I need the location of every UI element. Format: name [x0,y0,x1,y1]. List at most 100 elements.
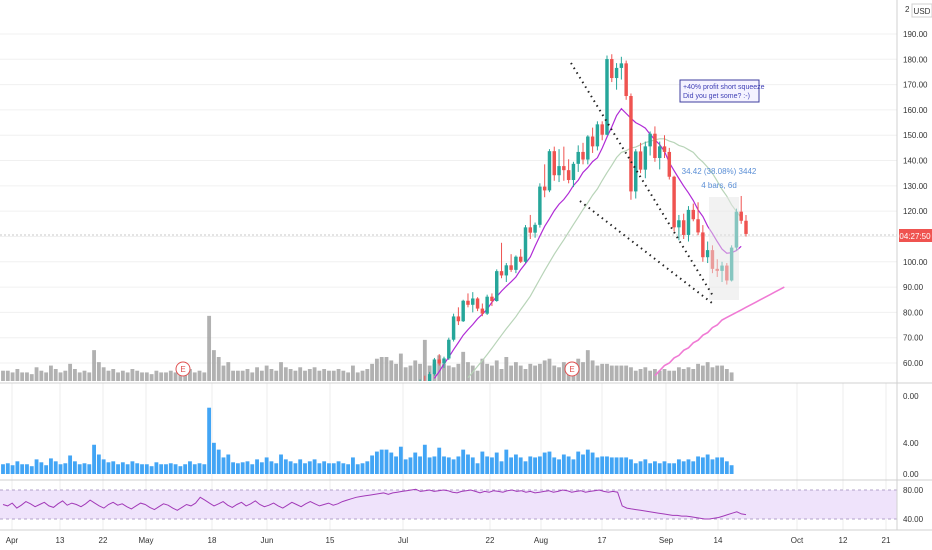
indicator-bar [638,461,643,474]
volume-bar [120,370,125,381]
indicator-bar [581,454,585,474]
indicator-bar [552,457,557,474]
indicator-bar [298,459,303,474]
measure-box[interactable] [709,197,739,300]
indicator-bar [20,464,25,474]
trendline-upper[interactable] [570,62,714,297]
price-tag-label: 04:27:50 [899,232,931,241]
price-axis-tick: 170.00 [903,81,928,90]
volume-bar [475,370,480,381]
volume-bar [643,367,648,381]
candle [610,54,614,83]
earnings-marker-label: E [180,365,185,374]
candle [744,214,748,237]
indicator-bar [720,457,724,474]
candle [542,164,547,198]
candle [504,263,509,283]
indicator-bar [44,465,49,474]
volume-bar [394,363,398,381]
indicator-bar [303,463,307,474]
indicator-bar [418,456,422,474]
volume-bar [552,365,557,381]
indicator-bar [96,454,101,474]
volume-bar [398,353,403,381]
candle [739,195,743,224]
volume-bar [360,370,365,381]
indicator-bar [82,463,87,474]
volume-bar [379,357,384,381]
volume-bar [283,367,288,381]
oscillator-pane[interactable] [0,488,897,520]
volume-bar [351,365,355,381]
indicator-bar [600,456,605,474]
volume-bar [178,374,183,381]
time-axis-tick: 12 [839,536,848,545]
candle [657,141,662,170]
indicator-pane[interactable] [1,407,734,474]
volume-bar [437,355,442,381]
candle [590,127,595,153]
volume-bar [499,369,504,381]
indicator-bar [715,457,720,474]
price-axis-tick: 80.00 [903,308,924,317]
volume-bar [720,365,724,381]
indicator-bar [657,463,662,474]
volume-bar [686,367,691,381]
indicator-bar [398,446,403,474]
indicator-bar [566,456,571,474]
candle [518,249,523,264]
indicator-bar [15,461,20,474]
currency-badge[interactable] [911,3,932,18]
indicator-bar [710,459,715,474]
indicator-bar [211,442,216,474]
indicator-bar [705,454,710,474]
volume-bar [696,363,700,381]
volume-bar [662,369,667,381]
earnings-marker-2[interactable]: E [564,361,580,377]
volume-bar [192,372,197,381]
volume-bar [58,372,63,381]
annotation-box[interactable] [679,79,760,103]
indicator-bar [173,464,178,474]
price-pane[interactable]: +40% profit short squeeze Did you get so… [0,0,897,383]
indicator-bar [475,463,480,474]
candle [677,214,681,241]
indicator-bar [269,461,274,474]
indicator-bar [58,464,63,474]
candle [490,293,494,307]
time-axis-tick: 14 [714,536,723,545]
indicator-bar [432,456,437,474]
indicator-bar [374,451,379,474]
volume-bar [216,357,221,381]
volume-bar [130,369,135,381]
price-axis-tick: 120.00 [903,207,928,216]
price-pane-area [0,0,897,383]
time-axis-tick: Oct [791,536,804,545]
earnings-marker-1[interactable]: E [175,361,191,377]
volume-bar [355,372,360,381]
indicator-bar [351,457,355,474]
indicator-bar [207,407,212,474]
indicator-bar [322,461,327,474]
candle [538,183,542,228]
time-axis[interactable]: Apr 13 22 May 18 Jun 15 Jul 22 Aug 17 Sep 14 Oct 12 21 [6,536,891,545]
time-axis-tick: 17 [598,536,607,545]
indicator-bar [221,457,226,474]
indicator-bar [293,463,298,474]
indicator-bar [595,457,600,474]
indicator-bar [240,462,245,474]
indicator-bar [92,444,96,474]
candle [571,161,576,188]
trendline-lower[interactable] [579,200,713,304]
indicator-bar [394,456,398,474]
time-axis-tick: May [138,536,153,545]
volume-bar [667,370,672,381]
price-axis-tick: 190.00 [903,30,928,39]
indicator-bar [609,457,614,474]
indicator-bar [389,452,394,474]
volume-bar [322,369,327,381]
indicator-bar [408,457,413,474]
currency-label: USD [914,7,931,16]
indicator-bar [68,455,73,474]
indicator-bar [202,464,207,474]
